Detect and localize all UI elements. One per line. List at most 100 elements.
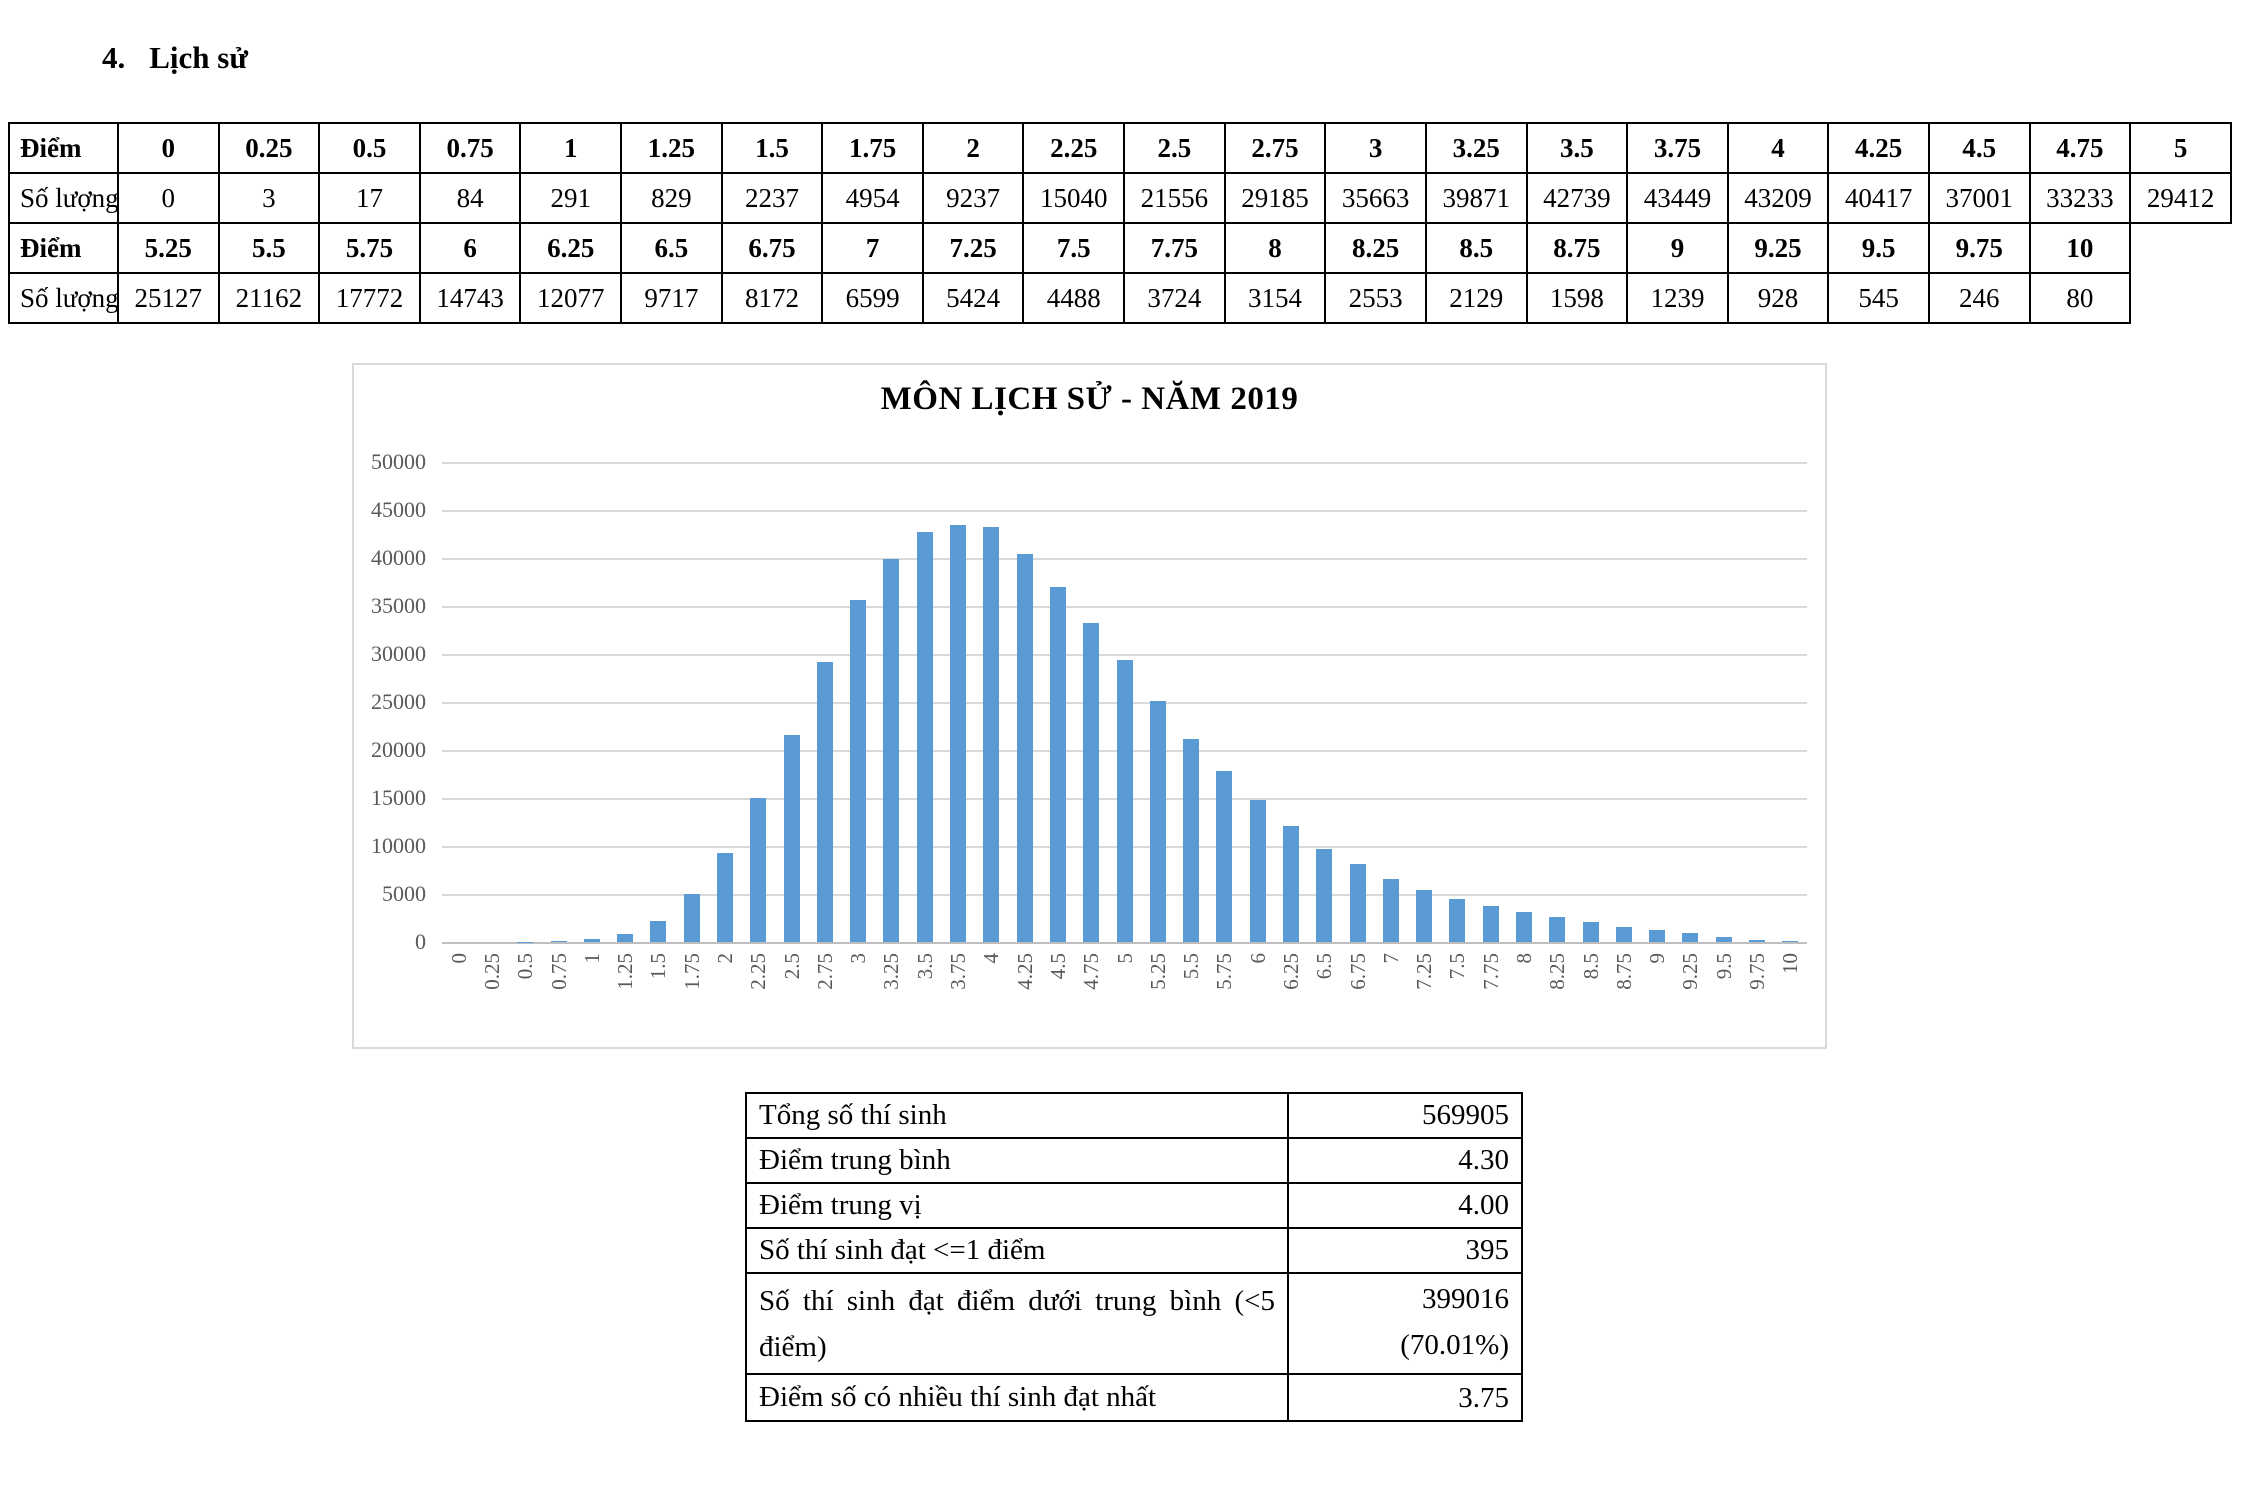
count-cell: 8172 <box>720 272 824 324</box>
bar <box>1482 906 1499 942</box>
count-cell: 84 <box>418 172 522 224</box>
x-axis-tick-label: 1.75 <box>679 953 704 990</box>
count-cell: 0 <box>117 172 220 224</box>
row-header: Số lượng <box>8 172 119 224</box>
count-cell: 4954 <box>821 172 924 224</box>
count-cell: 17 <box>318 172 421 224</box>
count-cell: 3 <box>217 172 321 224</box>
count-cell: 80 <box>2028 272 2132 324</box>
y-axis-tick-label: 15000 <box>371 785 426 810</box>
y-axis-tick-label: 20000 <box>371 737 426 762</box>
gridline <box>442 558 1807 560</box>
summary-value: 395 <box>1287 1227 1523 1274</box>
bar <box>1749 939 1766 942</box>
x-axis-tick-label: 3.75 <box>946 953 971 990</box>
table-row: Số lượng 25127 21162 17772 14743 12077 9717 817… <box>8 272 2231 324</box>
score-cell: 7.25 <box>921 222 1025 274</box>
bar <box>750 797 767 942</box>
count-cell: 29185 <box>1223 172 1327 224</box>
bar <box>583 939 600 942</box>
count-cell: 40417 <box>1827 172 1930 224</box>
score-cell: 6.25 <box>519 222 623 274</box>
score-cell: 7 <box>821 222 924 274</box>
bar <box>617 934 634 942</box>
score-cell: 8.75 <box>1525 222 1629 274</box>
row-header: Điểm <box>8 122 119 174</box>
count-cell: 33233 <box>2028 172 2132 224</box>
gridline <box>442 606 1807 608</box>
x-axis-tick-label: 0.25 <box>479 953 504 990</box>
count-cell: 3724 <box>1123 272 1226 324</box>
count-cell: 545 <box>1827 272 1930 324</box>
count-cell: 21556 <box>1123 172 1226 224</box>
y-axis-tick-label: 0 <box>415 929 426 954</box>
table-row: Điểm trung bình 4.30 <box>745 1137 1523 1184</box>
score-cell: 0.5 <box>318 122 421 174</box>
row-header: Số lượng <box>8 272 119 324</box>
bar <box>1216 771 1233 942</box>
count-cell: 4488 <box>1022 272 1126 324</box>
count-cell: 9237 <box>921 172 1025 224</box>
bar <box>783 735 800 942</box>
count-cell: 39871 <box>1424 172 1528 224</box>
x-axis-tick-label: 0 <box>446 953 471 964</box>
bar <box>1582 921 1599 942</box>
bar <box>1516 911 1532 942</box>
count-cell: 5424 <box>921 272 1025 324</box>
count-cell: 37001 <box>1927 172 2031 224</box>
summary-label: Điểm trung vị <box>745 1182 1289 1229</box>
section-heading: 4. Lịch sử <box>102 40 248 76</box>
x-axis-tick-label: 9 <box>1645 953 1670 964</box>
score-cell: 9.5 <box>1827 222 1930 274</box>
bar <box>1549 917 1566 942</box>
score-cell: 6.5 <box>620 222 723 274</box>
score-cell: 5.25 <box>117 222 220 274</box>
count-cell: 6599 <box>821 272 924 324</box>
y-axis-tick-label: 25000 <box>371 689 426 714</box>
score-cell: 3.75 <box>1626 122 1729 174</box>
bar <box>1649 930 1666 942</box>
x-axis-tick-label: 3.25 <box>879 953 904 990</box>
chart-title: MÔN LỊCH SỬ - NĂM 2019 <box>880 381 1299 417</box>
y-axis-tick-label: 5000 <box>382 881 426 906</box>
x-axis-tick-label: 5 <box>1112 953 1137 964</box>
row-header: Điểm <box>8 222 119 274</box>
score-cell: 4.75 <box>2028 122 2132 174</box>
y-axis-tick-label: 10000 <box>371 833 426 858</box>
table-row: Số thí sinh đạt điểm dưới trung bình (<5… <box>745 1272 1523 1375</box>
y-axis-tick-label: 35000 <box>371 593 426 618</box>
table-row: Số thí sinh đạt <=1 điểm 395 <box>745 1227 1523 1274</box>
bar <box>1049 586 1066 942</box>
y-axis-tick-label: 40000 <box>371 545 426 570</box>
x-axis-tick-label: 6.5 <box>1312 953 1337 980</box>
table-row: Điểm trung vị 4.00 <box>745 1182 1523 1229</box>
score-cell: 9.25 <box>1726 222 1830 274</box>
score-cell: 1.75 <box>821 122 924 174</box>
summary-value: 4.00 <box>1287 1182 1523 1229</box>
count-cell: 29412 <box>2129 172 2232 224</box>
count-cell: 9717 <box>620 272 723 324</box>
x-axis-tick-label: 5.5 <box>1179 953 1204 980</box>
gridline <box>442 654 1807 656</box>
score-cell: 6.75 <box>720 222 824 274</box>
bar <box>983 527 1000 942</box>
summary-label: Điểm trung bình <box>745 1137 1289 1184</box>
count-cell: 12077 <box>519 272 623 324</box>
bar <box>1615 926 1632 942</box>
score-cell: 2.25 <box>1022 122 1126 174</box>
bar <box>650 920 667 942</box>
score-cell: 8 <box>1223 222 1327 274</box>
bar <box>950 524 967 942</box>
bar <box>883 559 900 942</box>
x-axis-line <box>442 942 1807 944</box>
table-row: Điểm số có nhiều thí sinh đạt nhất 3.75 <box>745 1373 1523 1422</box>
x-axis-tick-label: 6.75 <box>1345 953 1370 990</box>
count-cell: 1239 <box>1626 272 1729 324</box>
x-axis-tick-label: 2.5 <box>779 953 804 980</box>
summary-label: Tổng số thí sinh <box>745 1092 1289 1139</box>
x-axis-tick-label: 3.5 <box>912 953 937 980</box>
x-axis-tick-label: 8.25 <box>1545 953 1570 990</box>
score-cell: 5.5 <box>217 222 321 274</box>
score-cell: 9.75 <box>1927 222 2031 274</box>
summary-value: 569905 <box>1287 1092 1523 1139</box>
